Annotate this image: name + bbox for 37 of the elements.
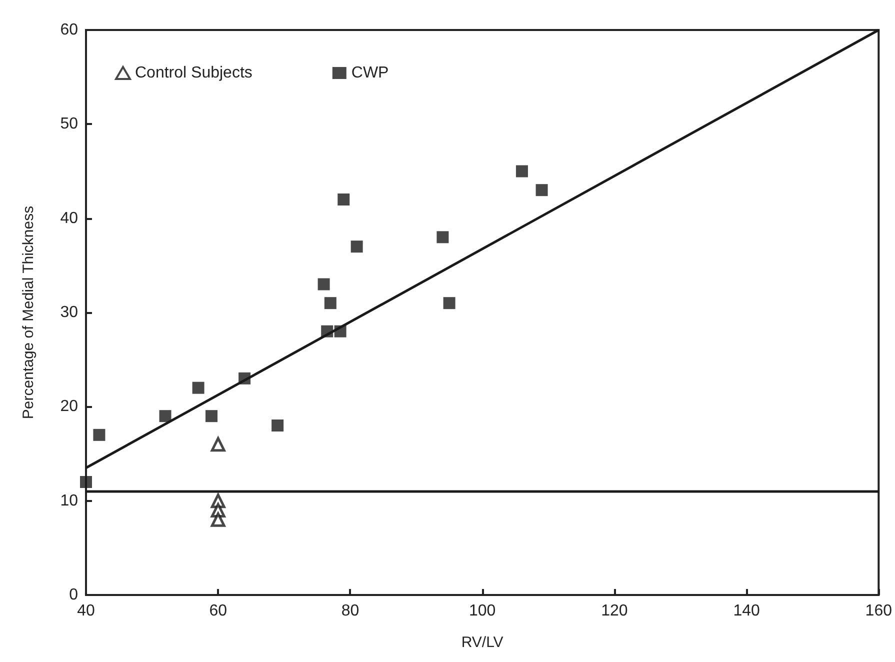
point — [350, 240, 363, 253]
x-axis-title: RV/LV — [461, 634, 504, 651]
point — [443, 297, 456, 310]
x-tick-label: 80 — [341, 602, 360, 620]
point — [334, 325, 346, 338]
point — [318, 278, 330, 290]
point — [321, 325, 334, 338]
point — [324, 297, 336, 310]
x-tick-label: 40 — [77, 602, 95, 620]
y-axis-title: Percentage of Medial Thickness — [20, 206, 37, 420]
point — [192, 382, 204, 394]
y-tick-label: 60 — [60, 22, 78, 38]
x-tick-label: 160 — [865, 602, 892, 620]
x-tick-label: 120 — [601, 602, 628, 620]
y-tick-label: 30 — [60, 304, 78, 321]
point — [80, 476, 92, 488]
legend-label: CWP — [351, 64, 389, 82]
y-tick-label: 40 — [60, 210, 78, 227]
y-tick-label: 10 — [60, 492, 78, 510]
point — [536, 184, 548, 196]
point — [272, 420, 284, 432]
x-tick-label: 140 — [733, 602, 760, 620]
point — [436, 231, 449, 244]
point — [238, 372, 251, 384]
point — [338, 194, 350, 206]
point — [516, 165, 528, 178]
y-tick-label: 20 — [60, 398, 78, 416]
x-tick-label: 60 — [209, 602, 228, 620]
point — [206, 410, 218, 422]
point — [93, 428, 106, 441]
y-tick-label: 0 — [69, 586, 78, 604]
point — [210, 437, 226, 452]
legend-label: Control Subjects — [135, 64, 252, 82]
y-tick-label: 50 — [60, 116, 78, 133]
x-tick-label: 100 — [468, 602, 496, 620]
point — [210, 512, 226, 527]
point — [159, 410, 172, 422]
